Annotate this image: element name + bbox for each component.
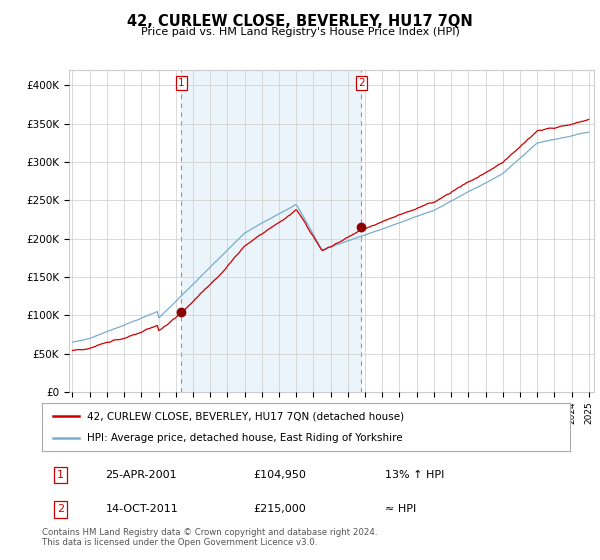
Text: 13% ↑ HPI: 13% ↑ HPI (385, 470, 445, 480)
Text: HPI: Average price, detached house, East Riding of Yorkshire: HPI: Average price, detached house, East… (87, 433, 403, 443)
Text: 42, CURLEW CLOSE, BEVERLEY, HU17 7QN: 42, CURLEW CLOSE, BEVERLEY, HU17 7QN (127, 14, 473, 29)
Text: £215,000: £215,000 (253, 505, 306, 515)
Text: 1: 1 (178, 78, 185, 88)
Text: Contains HM Land Registry data © Crown copyright and database right 2024.
This d: Contains HM Land Registry data © Crown c… (42, 528, 377, 547)
Text: Price paid vs. HM Land Registry's House Price Index (HPI): Price paid vs. HM Land Registry's House … (140, 27, 460, 37)
Text: 25-APR-2001: 25-APR-2001 (106, 470, 177, 480)
Text: 2: 2 (358, 78, 365, 88)
Text: ≈ HPI: ≈ HPI (385, 505, 416, 515)
Text: £104,950: £104,950 (253, 470, 306, 480)
Text: 42, CURLEW CLOSE, BEVERLEY, HU17 7QN (detached house): 42, CURLEW CLOSE, BEVERLEY, HU17 7QN (de… (87, 411, 404, 421)
Text: 2: 2 (57, 505, 64, 515)
Text: 1: 1 (57, 470, 64, 480)
Text: 14-OCT-2011: 14-OCT-2011 (106, 505, 178, 515)
